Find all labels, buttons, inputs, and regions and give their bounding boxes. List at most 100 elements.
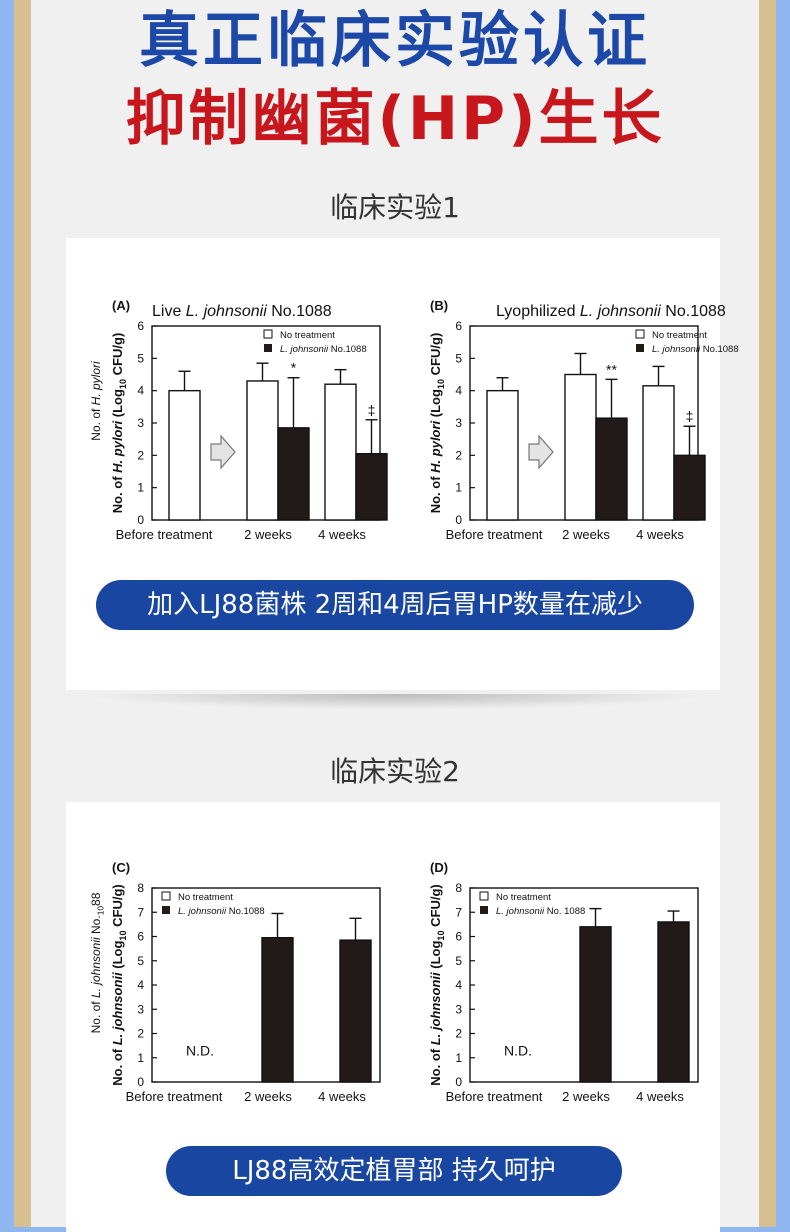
x-tick-label: Before treatment [126, 1089, 223, 1104]
x-tick-label: 2 weeks [562, 527, 610, 542]
y-tick-label: 8 [455, 881, 462, 895]
y-tick-label: 1 [137, 1051, 144, 1065]
page-title: 真正临床实验认证 [139, 6, 651, 76]
chart-d: (D) 0 1 2 3 4 5 6 7 8 No. of L. johnsonii (Log10 C… [428, 860, 699, 1104]
y-axis-label: No. of L. johnsonii (Log10 CFU/g) [428, 884, 446, 1085]
trial2-banner: LJ88高效定植胃部 持久呵护 [166, 1146, 622, 1196]
y-tick-label: 0 [455, 513, 462, 527]
x-tick-label: 2 weeks [244, 1089, 292, 1104]
legend-open-label: No treatment [652, 330, 707, 341]
legend-filled-label: L. johnsonii No. 1088 [496, 906, 585, 917]
y-tick-label: 5 [137, 954, 144, 968]
bar-treated [673, 454, 706, 521]
y-tick-label: 5 [455, 351, 462, 365]
y-tick-label: 5 [455, 954, 462, 968]
legend-filled-label: L. johnsonii No.1088 [280, 344, 367, 355]
panel-label: (A) [112, 298, 130, 313]
legend-filled-swatch [264, 344, 272, 352]
arrow-icon [528, 434, 554, 470]
chart-b: (B) Lyophilized L. johnsonii No.1088 0 1 2 3 4… [428, 298, 739, 542]
y-tick-label: 2 [137, 448, 144, 462]
legend-filled-label: L. johnsonii No.1088 [652, 344, 739, 355]
y-tick-label: 7 [137, 905, 144, 919]
trial1-heading: 临床实验1 [330, 191, 460, 224]
significance-mark: * [291, 360, 297, 376]
y-tick-label: 1 [455, 481, 462, 495]
x-tick-label: 4 weeks [318, 1089, 366, 1104]
y-axis-label: No. of L. johnsonii (Log10 CFU/g) [110, 884, 128, 1085]
bar-no-treatment [564, 373, 597, 521]
x-tick-label: 2 weeks [562, 1089, 610, 1104]
legend-open-label: No treatment [496, 892, 551, 903]
significance-mark: ** [606, 361, 617, 377]
page-subtitle: 抑制幽菌(HP)生长 [125, 84, 665, 154]
not-detected-label: N.D. [504, 1042, 532, 1058]
trial2-card: (C) 0 1 2 3 4 5 6 7 8 No. of L. johnsonii (Log10 C… [66, 802, 720, 1232]
panel-label: (C) [112, 860, 130, 875]
legend-filled-label: L. johnsonii No.1088 [178, 906, 265, 917]
bar-no-treatment [324, 383, 357, 521]
bar-no-treatment [168, 389, 201, 521]
y-tick-label: 4 [455, 384, 462, 398]
y-tick-label: 3 [137, 1002, 144, 1016]
chart-a: (A) Live L. johnsonii No.1088 0 1 2 3 4 5 6 No. o… [89, 298, 388, 542]
chart-title: Lyophilized L. johnsonii No.1088 [496, 303, 726, 320]
y-tick-label: 3 [455, 416, 462, 430]
significance-mark: ‡ [368, 402, 376, 418]
legend-filled-swatch [162, 906, 170, 914]
bar-treated [595, 417, 628, 521]
bar-treated [355, 453, 388, 521]
y-axis-label: No. of H. pylori (Log10 CFU/g) [110, 333, 128, 514]
legend-open-label: No treatment [280, 330, 335, 341]
y-tick-label: 2 [137, 1027, 144, 1041]
y-tick-label: 2 [455, 1027, 462, 1041]
y-tick-label: 4 [137, 978, 144, 992]
bar-treated [339, 939, 372, 1083]
y-tick-label: 1 [137, 481, 144, 495]
legend-open-swatch [479, 891, 489, 901]
y-tick-label: 1 [455, 1051, 462, 1065]
legend-open-swatch [161, 891, 171, 901]
arrow-icon [210, 434, 236, 470]
legend-open-swatch [263, 329, 273, 339]
y-tick-label: 7 [455, 905, 462, 919]
x-tick-label: 2 weeks [244, 527, 292, 542]
y-tick-label: 6 [455, 319, 462, 333]
y-tick-label: 3 [455, 1002, 462, 1016]
y-tick-label: 4 [455, 978, 462, 992]
legend-filled-swatch [636, 344, 644, 352]
trial1-card: (A) Live L. johnsonii No.1088 0 1 2 3 4 5 6 No. o… [66, 238, 739, 690]
not-detected-label: N.D. [186, 1042, 214, 1058]
x-tick-label: Before treatment [116, 527, 213, 542]
y-tick-label: 8 [137, 881, 144, 895]
y-axis-outer-label: No. of L. johnsonii No.1088 [89, 892, 106, 1033]
y-tick-label: 0 [137, 1075, 144, 1089]
y-tick-label: 3 [137, 416, 144, 430]
y-tick-label: 5 [137, 351, 144, 365]
chart-title: Live L. johnsonii No.1088 [152, 303, 332, 320]
trial1-banner: 加入LJ88菌株 2周和4周后胃HP数量在减少 [96, 580, 694, 630]
card-shadow [80, 694, 710, 710]
bar-treated [657, 921, 690, 1083]
bar-treated [579, 926, 612, 1083]
x-tick-label: 4 weeks [636, 527, 684, 542]
bar-treated [261, 937, 294, 1083]
y-tick-label: 6 [137, 319, 144, 333]
panel-label: (D) [430, 860, 448, 875]
legend-filled-swatch [480, 906, 488, 914]
y-tick-label: 0 [137, 513, 144, 527]
x-tick-label: 4 weeks [636, 1089, 684, 1104]
legend-open-swatch [635, 329, 645, 339]
y-tick-label: 6 [137, 930, 144, 944]
chart-c: (C) 0 1 2 3 4 5 6 7 8 No. of L. johnsonii (Log10 C… [89, 860, 381, 1104]
y-tick-label: 0 [455, 1075, 462, 1089]
y-axis-label: No. of H. pylori (Log10 CFU/g) [428, 333, 446, 514]
x-tick-label: 4 weeks [318, 527, 366, 542]
panel-label: (B) [430, 298, 448, 313]
y-tick-label: 6 [455, 930, 462, 944]
y-axis-outer-label: No. of H. pylori [89, 361, 103, 441]
legend-open-label: No treatment [178, 892, 233, 903]
trial2-heading: 临床实验2 [330, 755, 460, 788]
x-tick-label: Before treatment [446, 527, 543, 542]
y-tick-label: 2 [455, 448, 462, 462]
